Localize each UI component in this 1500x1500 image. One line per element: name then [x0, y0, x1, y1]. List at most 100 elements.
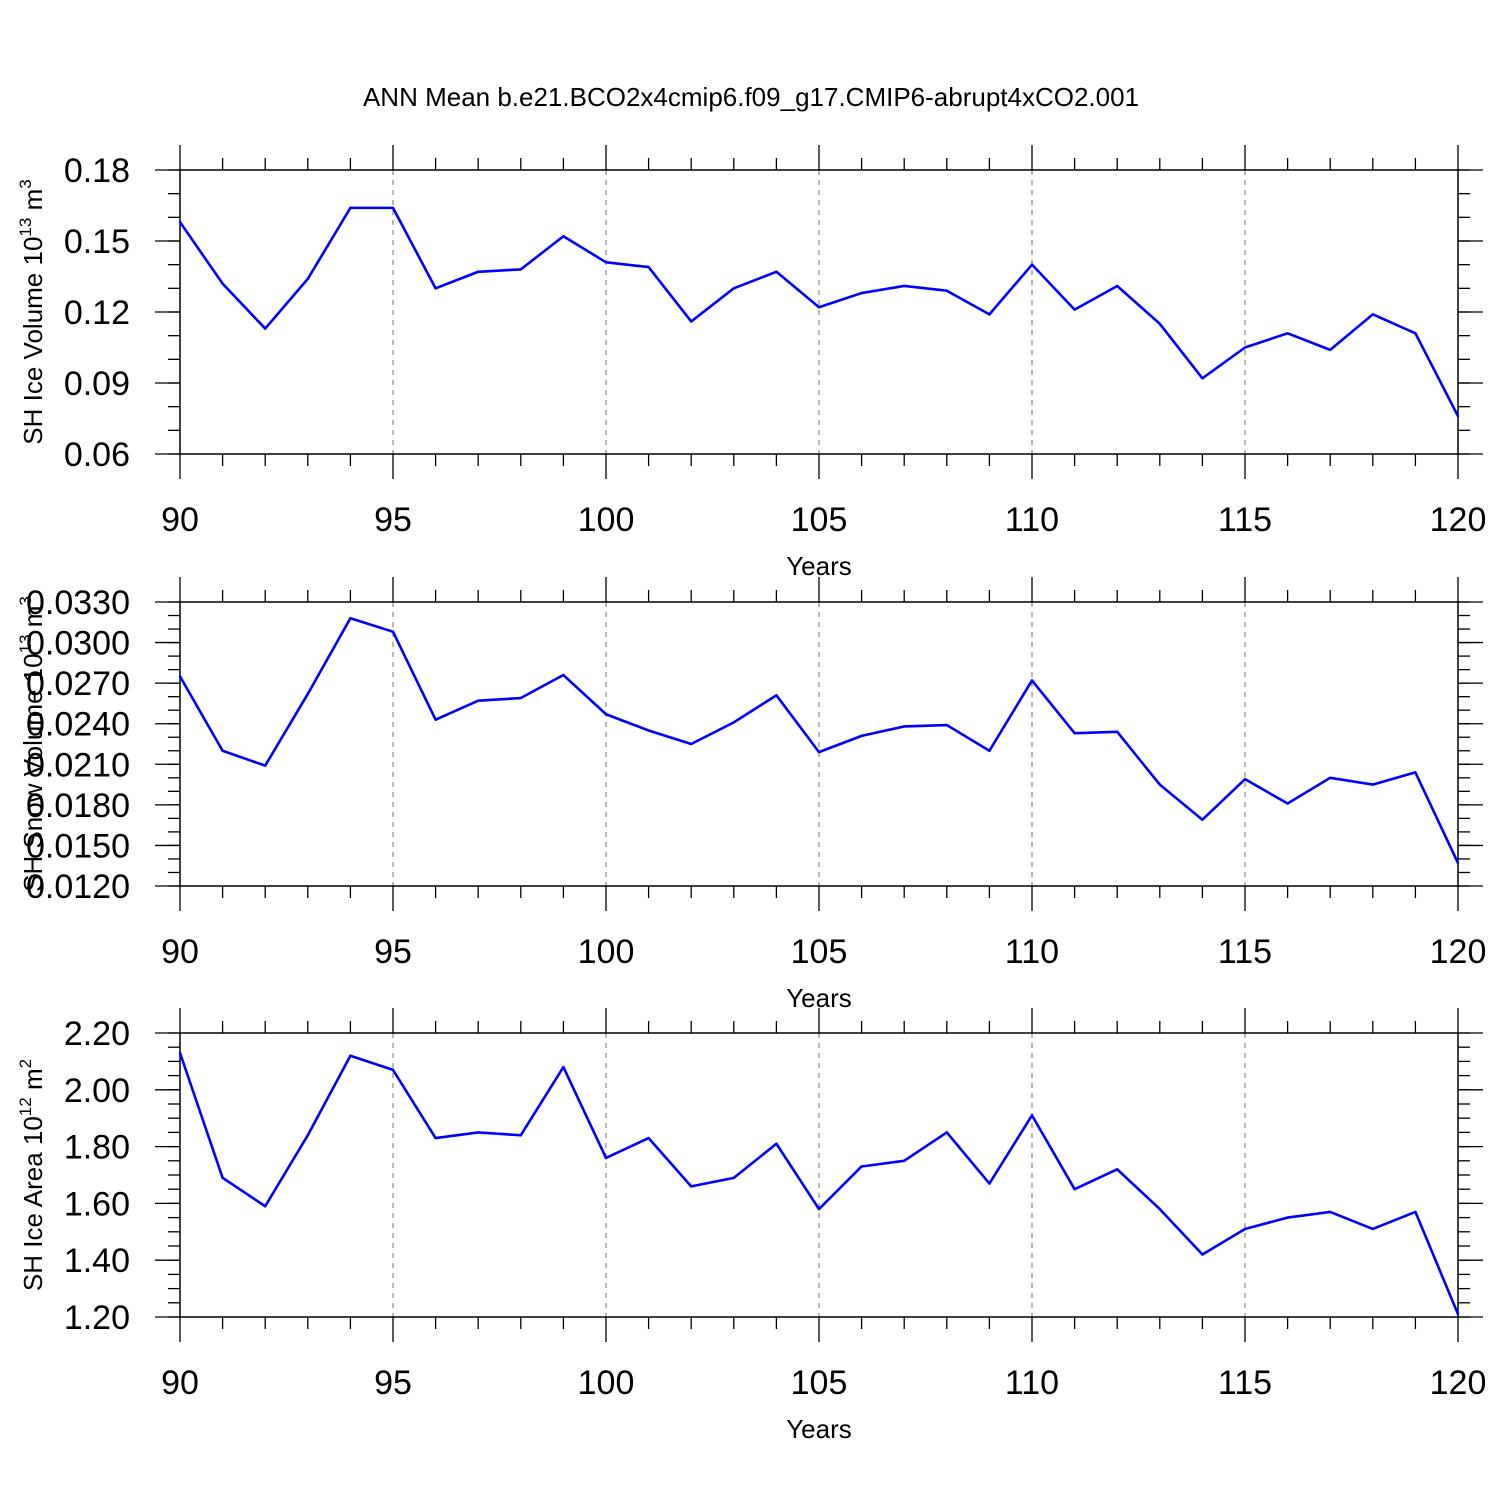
data-point — [434, 1136, 437, 1140]
data-point — [477, 270, 480, 273]
data-point — [775, 694, 778, 697]
data-point — [1073, 308, 1076, 311]
data-point — [690, 320, 693, 323]
data-point — [178, 675, 182, 678]
panel-3: 1.20 1.40 1.60 1.80 2.00 2.20 90 95 100 105 110 115… — [16, 1008, 1486, 1444]
data-point — [1201, 1253, 1204, 1256]
x-tick-label: 95 — [374, 501, 412, 539]
data-point — [690, 742, 693, 746]
x-tick-label: 120 — [1430, 933, 1487, 971]
data-point — [1456, 414, 1460, 418]
x-tick-label: 110 — [1005, 501, 1059, 539]
y-tick-label: 0.0180 — [26, 787, 130, 825]
data-point — [988, 313, 991, 316]
data-point — [1073, 731, 1076, 735]
data-point — [264, 1205, 267, 1208]
data-point — [1158, 322, 1162, 326]
data-point — [1030, 679, 1034, 682]
data-point — [1030, 1114, 1034, 1117]
x-tick-label: 115 — [1218, 933, 1272, 971]
y-tick-label: 0.15 — [64, 223, 130, 261]
data-point — [775, 1142, 778, 1145]
y-tick-label: 0.06 — [64, 436, 130, 474]
y-tick-label: 0.0210 — [26, 746, 130, 784]
data-point — [1456, 861, 1460, 865]
y-tick-label: 0.18 — [64, 152, 130, 190]
y-axis-title: SH Ice Volume 1013 m3 — [16, 179, 48, 444]
data-point — [817, 750, 821, 754]
data-point — [1371, 313, 1375, 316]
data-point — [264, 764, 267, 767]
data-point — [604, 261, 608, 264]
data-point — [1286, 802, 1289, 805]
x-tick-label: 120 — [1430, 501, 1487, 539]
x-tick-label: 120 — [1430, 1364, 1487, 1402]
x-tick-label: 105 — [791, 933, 848, 971]
data-point — [1158, 783, 1162, 786]
x-tick-label: 95 — [374, 1364, 412, 1402]
data-point — [1243, 346, 1247, 349]
data-point — [477, 1131, 480, 1134]
y-tick-label: 0.0150 — [26, 827, 130, 865]
x-tick-label: 90 — [161, 501, 199, 539]
data-point — [477, 699, 480, 702]
x-tick-label: 100 — [578, 933, 635, 971]
data-point — [221, 749, 224, 752]
data-point — [1116, 1168, 1119, 1171]
data-point — [903, 284, 906, 288]
x-tick-label: 115 — [1218, 501, 1272, 539]
data-point — [1243, 777, 1247, 781]
data-point — [264, 327, 267, 330]
data-point — [1201, 818, 1204, 821]
x-axis-title: Years — [786, 1414, 852, 1444]
data-point — [1243, 1227, 1247, 1231]
data-point — [945, 723, 948, 727]
x-tick-label: 105 — [791, 501, 848, 539]
y-tick-label: 1.40 — [64, 1242, 130, 1280]
y-tick-label: 2.20 — [64, 1015, 130, 1053]
data-point — [434, 287, 437, 290]
y-tick-label: 2.00 — [64, 1072, 130, 1110]
data-point — [988, 1182, 991, 1185]
data-point — [903, 725, 906, 728]
data-point — [775, 270, 778, 273]
data-point — [817, 306, 821, 309]
data-point — [860, 734, 863, 738]
data-point — [306, 1134, 309, 1137]
data-point — [647, 1136, 650, 1140]
data-point — [690, 1185, 693, 1188]
data-point — [945, 289, 948, 292]
x-tick-label: 90 — [161, 1364, 199, 1402]
data-point — [732, 721, 735, 724]
data-point — [178, 220, 182, 224]
y-tick-label: 0.12 — [64, 294, 130, 332]
data-point — [860, 291, 863, 295]
data-point — [391, 206, 395, 210]
data-point — [647, 265, 650, 269]
x-tick-label: 115 — [1218, 1364, 1272, 1402]
x-tick-label: 110 — [1005, 1364, 1059, 1402]
y-tick-label: 0.0120 — [26, 868, 130, 906]
data-point — [1073, 1188, 1076, 1191]
x-tick-label: 110 — [1005, 933, 1059, 971]
y-tick-label: 1.20 — [64, 1299, 130, 1337]
data-point — [562, 235, 565, 238]
data-point — [945, 1131, 948, 1134]
y-tick-label: 1.80 — [64, 1129, 130, 1167]
data-point — [1158, 1207, 1162, 1211]
x-axis-title: Years — [786, 551, 852, 581]
data-point — [732, 287, 735, 290]
x-tick-label: 100 — [578, 501, 635, 539]
data-point — [1116, 284, 1119, 288]
data-point — [306, 692, 309, 696]
data-point — [1371, 1227, 1375, 1231]
x-tick-label: 90 — [161, 933, 199, 971]
y-tick-label: 0.0300 — [26, 625, 130, 663]
data-point — [988, 749, 991, 752]
data-point — [519, 1134, 522, 1137]
data-point — [1414, 332, 1417, 335]
data-point — [1286, 1216, 1289, 1219]
data-point — [1456, 1312, 1460, 1316]
panel-2: 0.01200.01500.01800.02100.02400.02700.03… — [16, 577, 1486, 1013]
data-point — [1030, 263, 1034, 266]
